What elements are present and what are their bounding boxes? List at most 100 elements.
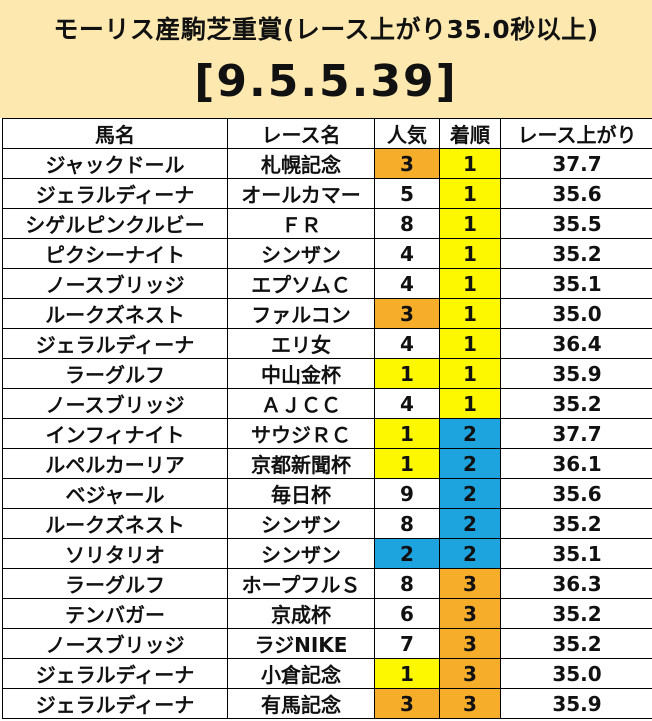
race-name-cell: 京成杯 <box>227 598 375 629</box>
race-name-cell: 毎日杯 <box>227 478 375 509</box>
popularity-cell: 3 <box>374 688 440 719</box>
popularity-cell: 4 <box>374 238 440 269</box>
horse-name-cell: ラーグルフ <box>2 358 228 389</box>
popularity-cell: 4 <box>374 268 440 299</box>
header-banner: モーリス産駒芝重賞(レース上がり35.0秒以上) [9.5.5.39] <box>0 0 652 118</box>
finish-cell: 1 <box>439 298 501 329</box>
last-time-cell: 35.2 <box>500 238 652 269</box>
table-row: ノースブリッジ ＡＪＣＣ 4 1 35.2 <box>2 388 652 419</box>
last-time-cell: 35.6 <box>500 178 652 209</box>
horse-name-cell: ソリタリオ <box>2 538 228 569</box>
race-name-cell: エプソムＣ <box>227 268 375 299</box>
column-header-finish: 着順 <box>439 118 501 149</box>
last-time-cell: 35.0 <box>500 658 652 689</box>
table-row: ジェラルディーナ オールカマー 5 1 35.6 <box>2 178 652 209</box>
popularity-cell: 4 <box>374 388 440 419</box>
finish-cell: 2 <box>439 448 501 479</box>
last-time-cell: 35.9 <box>500 688 652 719</box>
finish-cell: 1 <box>439 148 501 179</box>
popularity-cell: 8 <box>374 508 440 539</box>
last-time-cell: 37.7 <box>500 148 652 179</box>
table-row: ルペルカーリア 京都新聞杯 1 2 36.1 <box>2 448 652 479</box>
column-header-race: レース名 <box>227 118 375 149</box>
table-row: ソリタリオ シンザン 2 2 35.1 <box>2 538 652 569</box>
last-time-cell: 35.9 <box>500 358 652 389</box>
horse-name-cell: ノースブリッジ <box>2 628 228 659</box>
last-time-cell: 35.5 <box>500 208 652 239</box>
horse-name-cell: ルークズネスト <box>2 508 228 539</box>
race-name-cell: 札幌記念 <box>227 148 375 179</box>
popularity-cell: 3 <box>374 298 440 329</box>
horse-name-cell: ラーグルフ <box>2 568 228 599</box>
finish-cell: 2 <box>439 478 501 509</box>
horse-name-cell: ジャックドール <box>2 148 228 179</box>
table-row: ベジャール 毎日杯 9 2 35.6 <box>2 478 652 509</box>
last-time-cell: 37.7 <box>500 418 652 449</box>
last-time-cell: 35.6 <box>500 478 652 509</box>
horse-name-cell: ノースブリッジ <box>2 388 228 419</box>
race-name-cell: サウジＲＣ <box>227 418 375 449</box>
race-name-cell: 京都新聞杯 <box>227 448 375 479</box>
race-name-cell: 中山金杯 <box>227 358 375 389</box>
table-row: ジャックドール 札幌記念 3 1 37.7 <box>2 148 652 179</box>
finish-cell: 1 <box>439 238 501 269</box>
finish-cell: 2 <box>439 418 501 449</box>
table-row: ノースブリッジ エプソムＣ 4 1 35.1 <box>2 268 652 299</box>
popularity-cell: 3 <box>374 148 440 179</box>
last-time-cell: 35.1 <box>500 268 652 299</box>
race-name-cell: シンザン <box>227 538 375 569</box>
finish-cell: 1 <box>439 358 501 389</box>
popularity-cell: 5 <box>374 178 440 209</box>
result-code: [9.5.5.39] <box>194 56 458 107</box>
finish-cell: 2 <box>439 538 501 569</box>
page-title: モーリス産駒芝重賞(レース上がり35.0秒以上) <box>53 15 599 44</box>
race-name-cell: 小倉記念 <box>227 658 375 689</box>
finish-cell: 3 <box>439 598 501 629</box>
popularity-cell: 9 <box>374 478 440 509</box>
last-time-cell: 36.4 <box>500 328 652 359</box>
table-row: インフィナイト サウジＲＣ 1 2 37.7 <box>2 418 652 449</box>
table-row: ルークズネスト シンザン 8 2 35.2 <box>2 508 652 539</box>
horse-name-cell: テンバガー <box>2 598 228 629</box>
race-name-cell: 有馬記念 <box>227 688 375 719</box>
results-table: 馬名 レース名 人気 着順 レース上がり ジャックドール 札幌記念 3 1 37.7 ジェ… <box>2 118 652 719</box>
last-time-cell: 35.2 <box>500 628 652 659</box>
finish-cell: 1 <box>439 268 501 299</box>
popularity-cell: 7 <box>374 628 440 659</box>
popularity-cell: 6 <box>374 598 440 629</box>
last-time-cell: 35.0 <box>500 298 652 329</box>
last-time-cell: 35.1 <box>500 538 652 569</box>
table-row: ピクシーナイト シンザン 4 1 35.2 <box>2 238 652 269</box>
race-name-cell: シンザン <box>227 238 375 269</box>
finish-cell: 3 <box>439 568 501 599</box>
last-time-cell: 35.2 <box>500 508 652 539</box>
finish-cell: 2 <box>439 508 501 539</box>
finish-cell: 3 <box>439 628 501 659</box>
horse-name-cell: ジェラルディーナ <box>2 688 228 719</box>
finish-cell: 1 <box>439 208 501 239</box>
horse-name-cell: ルペルカーリア <box>2 448 228 479</box>
popularity-cell: 1 <box>374 448 440 479</box>
popularity-cell: 8 <box>374 208 440 239</box>
table-row: ジェラルディーナ 有馬記念 3 3 35.9 <box>2 688 652 719</box>
last-time-cell: 36.1 <box>500 448 652 479</box>
finish-cell: 1 <box>439 388 501 419</box>
finish-cell: 3 <box>439 658 501 689</box>
table-row: テンバガー 京成杯 6 3 35.2 <box>2 598 652 629</box>
popularity-cell: 4 <box>374 328 440 359</box>
table-row: ノースブリッジ ラジNIKE 7 3 35.2 <box>2 628 652 659</box>
race-name-cell: ホープフルＳ <box>227 568 375 599</box>
finish-cell: 1 <box>439 178 501 209</box>
race-name-cell: ＦＲ <box>227 208 375 239</box>
popularity-cell: 1 <box>374 658 440 689</box>
column-header-horse: 馬名 <box>2 118 228 149</box>
table-row: ジェラルディーナ 小倉記念 1 3 35.0 <box>2 658 652 689</box>
race-name-cell: ファルコン <box>227 298 375 329</box>
table-row: ラーグルフ 中山金杯 1 1 35.9 <box>2 358 652 389</box>
horse-name-cell: ジェラルディーナ <box>2 328 228 359</box>
horse-name-cell: シゲルピンクルビー <box>2 208 228 239</box>
race-name-cell: ラジNIKE <box>227 628 375 659</box>
horse-name-cell: ノースブリッジ <box>2 268 228 299</box>
popularity-cell: 2 <box>374 538 440 569</box>
race-name-cell: オールカマー <box>227 178 375 209</box>
